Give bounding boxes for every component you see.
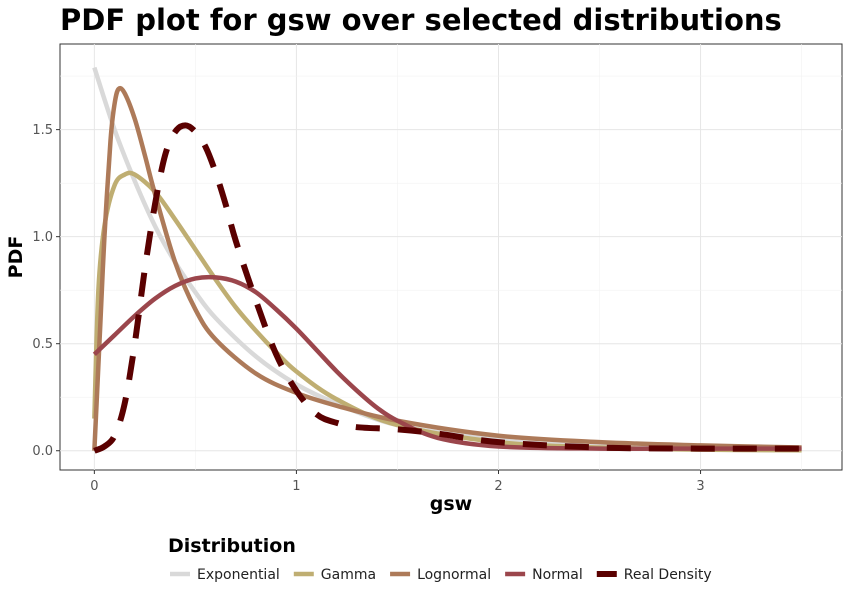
plot-panel-border	[59, 43, 843, 471]
series-line-real-density	[93, 122, 802, 454]
legend-item-exponential: Exponential	[170, 567, 280, 583]
legend-label-exponential: Exponential	[197, 567, 280, 583]
series-line-lognormal	[92, 85, 802, 451]
legend-item-real-density: Real Density	[596, 567, 712, 583]
y-axis-title: PDF	[5, 236, 27, 279]
y-tick-label: 1.5	[32, 123, 53, 138]
legend-label-lognormal: Lognormal	[417, 567, 491, 583]
y-tick-label: 0.0	[32, 444, 53, 459]
y-tick-label: 1.0	[32, 230, 53, 245]
legend-item-gamma: Gamma	[293, 567, 376, 583]
plot-panel	[59, 43, 843, 471]
series-lines	[92, 66, 802, 454]
x-tick-label: 3	[696, 479, 704, 494]
legend-title: Distribution	[168, 535, 296, 557]
legend-items: Exponential Gamma Lognormal Normal Real Dens…	[170, 567, 712, 583]
y-axis-ticks: 0.0 0.5 1.0 1.5	[32, 123, 60, 459]
x-axis-ticks: 0 1 2 3	[90, 470, 705, 494]
x-axis-title: gsw	[430, 493, 472, 515]
legend-item-normal: Normal	[505, 567, 583, 583]
chart-title: PDF plot for gsw over selected distribut…	[60, 3, 782, 37]
legend-label-real-density: Real Density	[624, 567, 712, 583]
grid-lines	[60, 44, 842, 470]
legend-label-normal: Normal	[532, 567, 583, 583]
y-tick-label: 0.5	[32, 337, 53, 352]
legend: Distribution Exponential Gamma Lognormal No…	[168, 535, 712, 583]
x-tick-label: 0	[90, 479, 98, 494]
legend-label-gamma: Gamma	[321, 567, 376, 583]
x-tick-label: 1	[292, 479, 300, 494]
series-line-normal	[92, 274, 802, 451]
x-tick-label: 2	[494, 479, 502, 494]
legend-item-lognormal: Lognormal	[390, 567, 491, 583]
